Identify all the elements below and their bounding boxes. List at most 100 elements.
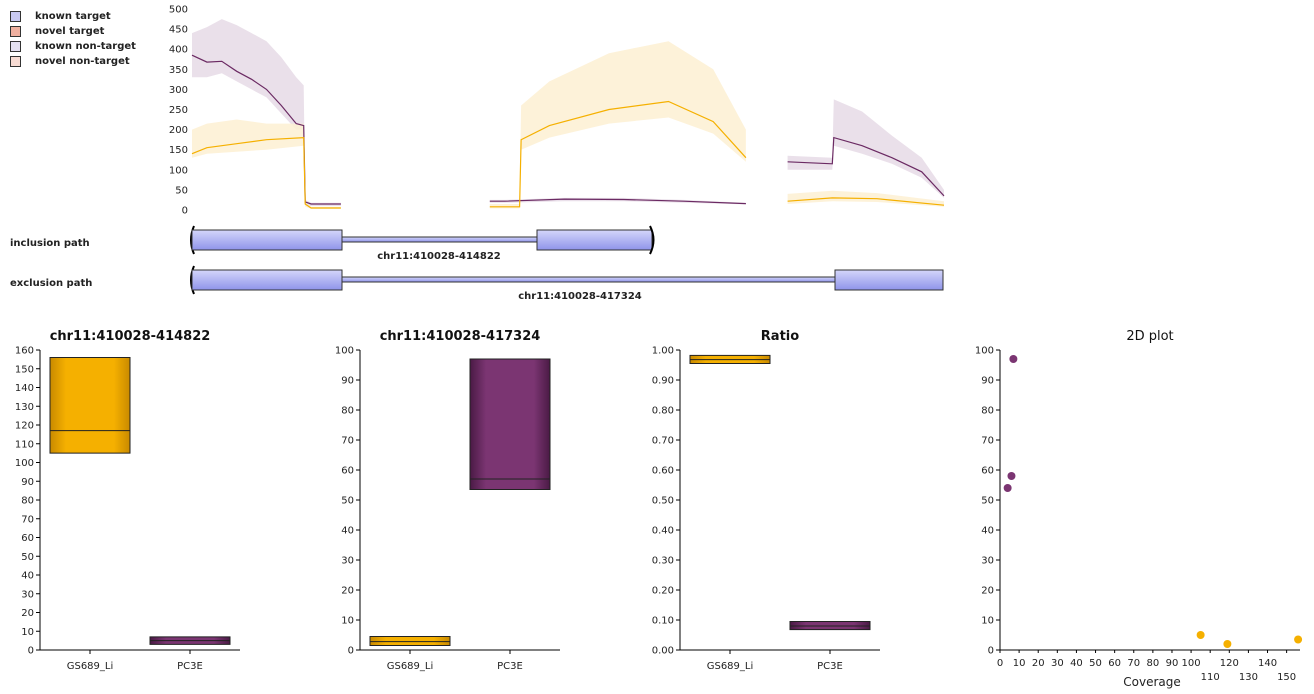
exclusion-path-label: exclusion path	[10, 278, 92, 289]
y-tick-label: 10	[341, 616, 354, 627]
ratio-box-panel: Ratio 0.00 0.10 0.20 0.30 0.40 0.50 0.60 0.70 0.…	[652, 329, 880, 672]
coverage-box-panel-inclusion: chr11:410028-414822 0 10 20 30 40 50 60 70 80 90 1…	[15, 329, 240, 672]
scatter-point	[1223, 640, 1232, 648]
x-tick-label: 50	[1089, 658, 1102, 669]
y-tick-label: 110	[15, 439, 34, 450]
y-tick-label: 40	[981, 526, 994, 537]
y-tick-label: 100	[169, 165, 188, 176]
y-tick-label: 60	[341, 466, 354, 477]
y-tick-label: 30	[21, 589, 34, 600]
y-tick-label: 60	[21, 533, 34, 544]
y-tick-label: 150	[169, 145, 188, 156]
y-tick-label: 400	[169, 45, 188, 56]
y-tick-label: 50	[21, 552, 34, 563]
x-tick-label: 0	[997, 658, 1003, 669]
scatter-point	[1007, 472, 1016, 480]
y-tick-label: 120	[15, 421, 34, 432]
y-tick-label: 0	[182, 206, 188, 217]
x-tick-label: 110	[1201, 672, 1220, 683]
x-tick-label: 90	[1166, 658, 1179, 669]
box-PC3E	[469, 358, 551, 490]
x-tick-label: 150	[1277, 672, 1296, 683]
y-tick-label: 100	[15, 458, 34, 469]
y-tick-label: 30	[981, 556, 994, 567]
purple-coverage-band	[787, 99, 944, 198]
orange-coverage-line	[191, 136, 341, 209]
y-tick-label: 90	[341, 376, 354, 387]
y-tick-label: 150	[15, 364, 34, 375]
x-tick-label: 10	[1013, 658, 1026, 669]
box-GS689_Li	[49, 357, 131, 454]
x-axis-label: Coverage	[1123, 675, 1181, 689]
exon-1	[191, 269, 343, 291]
y-tick-label: 0.30	[652, 556, 674, 567]
y-tick-label: 0	[988, 646, 994, 657]
y-tick-label: 80	[21, 496, 34, 507]
orange-coverage-band	[489, 41, 746, 209]
panel-title: chr11:410028-414822	[50, 329, 211, 344]
y-tick-label: 0.90	[652, 376, 674, 387]
x-tick-label: PC3E	[817, 661, 843, 672]
coverage-track: 0 50 100 150 200 250 300 350 400 450 500	[169, 5, 945, 217]
x-tick-label: PC3E	[177, 661, 203, 672]
x-tick-label: GS689_Li	[387, 661, 434, 672]
y-tick-label: 0.80	[652, 406, 674, 417]
y-tick-label: 30	[341, 556, 354, 567]
legend-label: known target	[35, 11, 111, 22]
y-tick-label: 0.40	[652, 526, 674, 537]
x-tick-label: GS689_Li	[67, 661, 114, 672]
orange-coverage-line	[787, 197, 945, 206]
exon-1	[191, 229, 343, 251]
y-tick-label: 60	[981, 466, 994, 477]
y-tick-label: 140	[15, 383, 34, 394]
y-tick-label: 100	[975, 346, 994, 357]
y-tick-label: 350	[169, 65, 188, 76]
legend-item: known non-target	[10, 39, 136, 54]
y-tick-label: 0.60	[652, 466, 674, 477]
inclusion-path-label: inclusion path	[10, 238, 90, 249]
y-tick-label: 0	[348, 646, 354, 657]
y-tick-label: 80	[341, 406, 354, 417]
legend-label: known non-target	[35, 41, 136, 52]
orange-coverage-line	[489, 100, 747, 208]
y-tick-label: 50	[981, 496, 994, 507]
box-GS689_Li	[369, 636, 451, 646]
y-tick-label: 160	[15, 346, 34, 357]
y-tick-label: 300	[169, 85, 188, 96]
legend-item: novel target	[10, 24, 136, 39]
left-bracket	[190, 225, 195, 255]
panel-title: chr11:410028-417324	[380, 329, 541, 344]
y-tick-label: 0.20	[652, 586, 674, 597]
left-bracket	[190, 265, 195, 295]
legend-swatch-novel-target	[10, 26, 21, 37]
x-tick-label: PC3E	[497, 661, 523, 672]
y-tick-label: 0.10	[652, 616, 674, 627]
x-tick-label: GS689_Li	[707, 661, 754, 672]
y-tick-label: 70	[341, 436, 354, 447]
y-tick-label: 130	[15, 402, 34, 413]
x-tick-label: 40	[1070, 658, 1083, 669]
y-tick-label: 450	[169, 25, 188, 36]
x-tick-label: 130	[1239, 672, 1258, 683]
x-tick-label: 70	[1127, 658, 1140, 669]
intron-connector	[341, 236, 538, 243]
x-tick-label: 30	[1051, 658, 1064, 669]
exclusion-coord-label: chr11:410028-417324	[518, 291, 642, 302]
scatter-point	[1009, 355, 1018, 363]
inclusion-coord-label: chr11:410028-414822	[377, 251, 501, 262]
x-tick-label: 100	[1182, 658, 1201, 669]
y-tick-label: 50	[175, 185, 188, 196]
y-tick-label: 90	[981, 376, 994, 387]
y-tick-label: 0.00	[652, 646, 674, 657]
y-tick-label: 70	[21, 514, 34, 525]
exon-3	[834, 269, 944, 291]
y-tick-label: 0.70	[652, 436, 674, 447]
y-tick-label: 90	[21, 477, 34, 488]
scatter-panel: 2D plot Coverage 01020304050607080901000…	[975, 329, 1303, 689]
exon-2	[536, 229, 653, 251]
y-tick-label: 50	[341, 496, 354, 507]
x-tick-label: 140	[1258, 658, 1277, 669]
panel-title: 2D plot	[1126, 329, 1173, 344]
x-tick-label: 60	[1108, 658, 1121, 669]
